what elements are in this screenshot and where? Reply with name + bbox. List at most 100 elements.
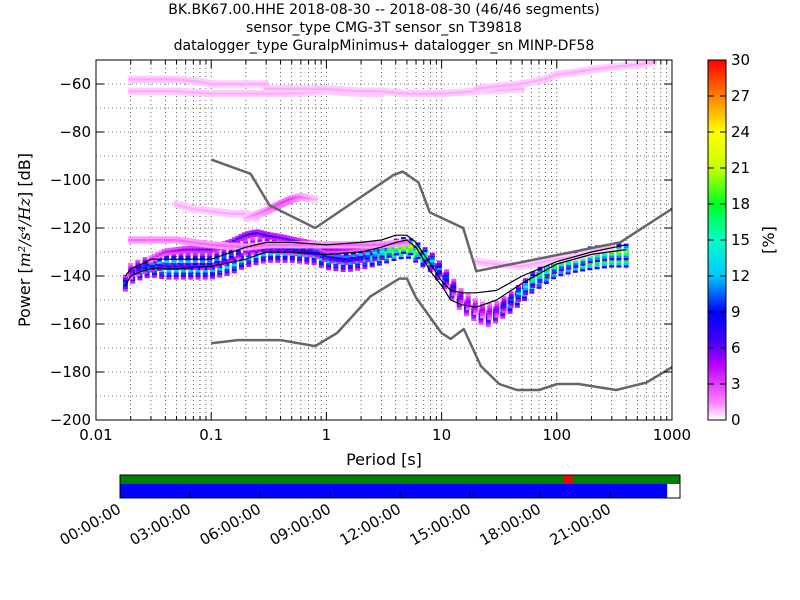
psd-cell	[311, 248, 317, 251]
psd-cell	[185, 265, 191, 268]
y-tick-label: −120	[50, 219, 91, 237]
psd-cell	[288, 236, 294, 239]
psd-cell	[195, 248, 201, 251]
psd-cell	[282, 255, 288, 258]
psd-cell	[288, 246, 294, 249]
psd-cell	[263, 80, 269, 83]
psd-cell	[355, 248, 361, 252]
psd-cell	[576, 70, 582, 73]
psd-cell	[458, 290, 464, 293]
psd-cell	[195, 246, 201, 249]
psd-cell	[497, 88, 503, 92]
psd-cell	[484, 83, 490, 87]
psd-cell	[538, 79, 544, 82]
psd-cell	[153, 92, 159, 95]
psd-cell	[601, 266, 607, 269]
psd-cell	[465, 295, 471, 299]
psd-cell	[238, 236, 244, 239]
psd-cell	[380, 241, 386, 244]
psd-cell	[589, 70, 595, 74]
psd-cell	[478, 86, 484, 90]
psd-cell	[221, 251, 227, 254]
psd-cell	[544, 276, 550, 279]
psd-cell	[451, 283, 457, 286]
psd-cell	[558, 271, 564, 274]
psd-cell	[463, 313, 469, 317]
psd-cell	[192, 243, 198, 247]
psd-cell	[368, 241, 374, 244]
psd-cell	[465, 293, 471, 296]
psd-cell	[501, 310, 507, 313]
psd-cell	[564, 72, 570, 75]
psd-cell	[651, 63, 657, 66]
psd-cell	[422, 247, 428, 250]
psd-cell	[292, 239, 298, 242]
psd-cell	[481, 86, 487, 90]
psd-cell	[538, 76, 544, 80]
psd-cell	[146, 92, 152, 95]
psd-cell	[337, 88, 343, 91]
psd-cell	[623, 260, 629, 263]
psd-cell	[504, 84, 510, 87]
psd-cell	[348, 246, 354, 249]
psd-cell	[304, 257, 310, 260]
psd-cell	[282, 87, 288, 90]
psd-cell	[317, 92, 323, 96]
psd-cell	[300, 249, 306, 252]
psd-cell	[597, 67, 603, 70]
psd-cell	[556, 70, 562, 73]
psd-cell	[204, 89, 210, 93]
psd-cell	[631, 61, 637, 64]
psd-cell	[268, 234, 274, 238]
psd-cell	[282, 248, 288, 251]
psd-cell	[291, 94, 297, 98]
psd-cell	[472, 302, 478, 306]
psd-cell	[592, 65, 598, 68]
psd-cell	[280, 94, 286, 98]
psd-cell	[241, 232, 247, 235]
psd-cell	[392, 242, 398, 245]
psd-cell	[527, 81, 533, 84]
psd-cell	[646, 61, 652, 65]
psd-cell	[202, 267, 208, 270]
psd-cell	[182, 88, 188, 91]
psd-cell	[257, 237, 263, 240]
psd-cell	[408, 238, 414, 241]
psd-cell	[135, 92, 141, 95]
psd-cell	[304, 247, 310, 250]
psd-cell	[248, 247, 254, 251]
psd-cell	[289, 258, 295, 261]
psd-cell	[212, 241, 218, 244]
psd-cell	[451, 281, 457, 284]
psd-cell	[551, 74, 557, 77]
psd-cell	[602, 254, 608, 257]
psd-cell	[332, 241, 338, 244]
psd-cell	[243, 250, 249, 254]
psd-cell	[609, 265, 615, 268]
psd-cell	[311, 250, 317, 254]
psd-cell	[480, 315, 486, 319]
psd-cell	[289, 253, 295, 256]
psd-cell	[374, 90, 380, 93]
psd-cell	[501, 88, 507, 91]
psd-cell	[334, 88, 340, 91]
psd-cell	[623, 258, 629, 261]
psd-cell	[314, 256, 320, 259]
psd-cell	[297, 90, 303, 93]
psd-cell	[504, 86, 510, 89]
psd-cell	[209, 272, 215, 275]
psd-cell	[228, 238, 234, 242]
psd-cell	[160, 241, 166, 244]
psd-cell	[164, 87, 170, 90]
psd-cell	[195, 274, 201, 278]
psd-cell	[384, 240, 390, 244]
psd-cell	[594, 70, 600, 73]
psd-cell	[594, 262, 600, 265]
psd-cell	[362, 252, 368, 255]
psd-cell	[471, 318, 477, 322]
psd-cell	[146, 90, 152, 93]
psd-cell	[175, 251, 181, 255]
psd-cell	[165, 248, 171, 251]
psd-cell	[278, 236, 284, 239]
psd-cell	[253, 257, 259, 261]
